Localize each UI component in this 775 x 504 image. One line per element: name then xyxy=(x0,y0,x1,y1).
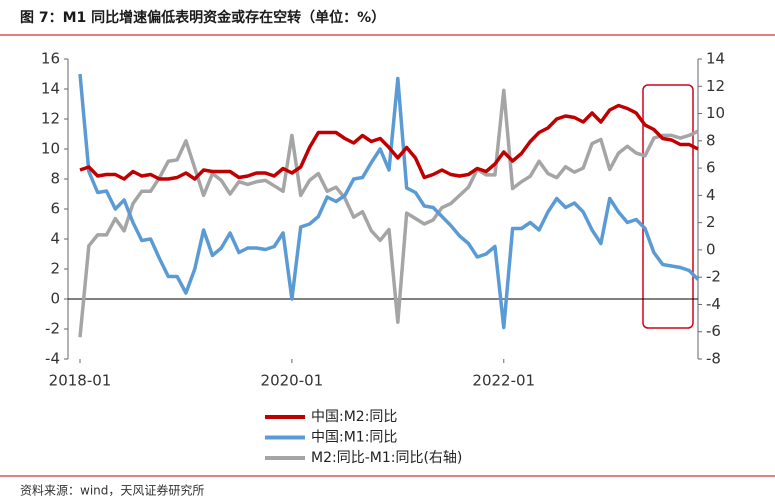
series-line xyxy=(78,73,700,330)
y-tick-label: 4 xyxy=(50,230,60,248)
y2-tick-label: 0 xyxy=(706,240,716,258)
legend-label: M2:同比-M1:同比(右轴) xyxy=(311,450,462,466)
y2-tick-label: -2 xyxy=(706,268,721,286)
y2-tick-label: 14 xyxy=(706,50,725,68)
series-line xyxy=(79,103,699,181)
highlight-box xyxy=(642,84,694,329)
x-tick-label: 2018-01 xyxy=(49,372,112,390)
legend-label: 中国:M1:同比 xyxy=(311,430,397,446)
y-tick-label: 0 xyxy=(50,290,60,308)
y-tick-label: 8 xyxy=(50,170,60,188)
y-tick-label: -4 xyxy=(45,350,60,368)
y-tick-label: 16 xyxy=(41,50,60,68)
y2-tick-label: 6 xyxy=(706,159,716,177)
series-line xyxy=(78,88,699,338)
y-tick-label: -2 xyxy=(45,320,60,338)
legend-label: 中国:M2:同比 xyxy=(311,409,397,425)
source: 资料来源：wind，天风证券研究所 xyxy=(20,483,204,498)
y2-tick-label: 2 xyxy=(706,213,716,231)
y-tick-label: 2 xyxy=(50,260,60,278)
y2-tick-label: 8 xyxy=(706,131,716,149)
x-tick-label: 2020-01 xyxy=(261,372,324,390)
y2-tick-label: -4 xyxy=(706,295,721,313)
y2-tick-label: 10 xyxy=(706,104,725,122)
y-tick-label: 6 xyxy=(50,200,60,218)
x-tick-label: 2022-01 xyxy=(472,372,535,390)
y2-tick-label: -8 xyxy=(706,350,721,368)
y2-tick-label: -6 xyxy=(706,322,721,340)
y-tick-label: 10 xyxy=(41,140,60,158)
chart-title: 图 7：M1 同比增速偏低表明资金或存在空转（单位：%） xyxy=(20,9,385,26)
y-tick-label: 14 xyxy=(41,80,60,98)
y2-tick-label: 12 xyxy=(706,77,725,95)
y-tick-label: 12 xyxy=(41,110,60,128)
y2-tick-label: 4 xyxy=(706,186,716,204)
